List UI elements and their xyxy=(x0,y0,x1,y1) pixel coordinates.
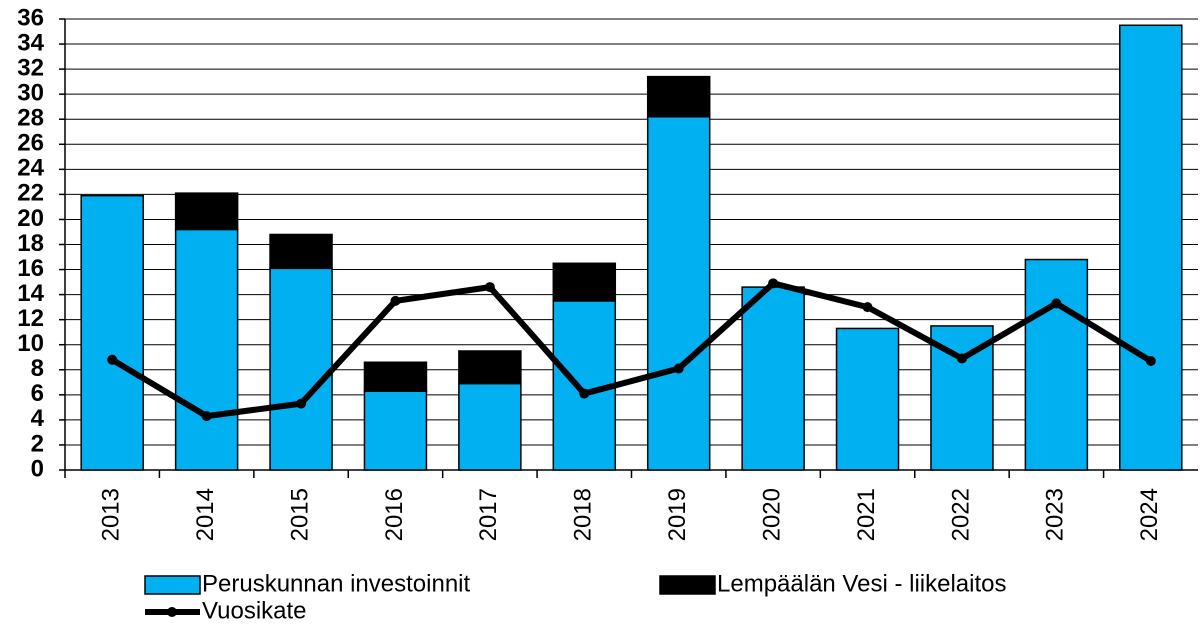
bar-segment xyxy=(1119,24,1183,471)
x-tick-label: 2023 xyxy=(1042,488,1069,541)
line-point xyxy=(862,302,873,313)
legend-label: Peruskunnan investoinnit xyxy=(202,570,471,597)
y-tick-label: 36 xyxy=(17,4,44,31)
y-tick-label: 16 xyxy=(17,255,44,282)
bar-segment xyxy=(363,361,428,392)
y-tick-label: 6 xyxy=(31,380,44,407)
y-tick-label: 24 xyxy=(17,155,44,182)
bar-segment xyxy=(1024,258,1089,471)
x-tick-label: 2021 xyxy=(853,488,880,541)
legend-swatch xyxy=(144,575,201,595)
x-tick-label: 2024 xyxy=(1136,488,1163,541)
bar-segment xyxy=(458,382,522,471)
line-point xyxy=(673,363,684,374)
line-point xyxy=(484,282,495,293)
x-tick-label: 2019 xyxy=(664,488,691,541)
y-tick-label: 4 xyxy=(31,405,45,432)
bar-segment xyxy=(646,115,711,471)
y-tick-label: 32 xyxy=(17,54,44,81)
x-tick-label: 2017 xyxy=(475,488,502,541)
line-point xyxy=(201,411,212,422)
y-tick-label: 22 xyxy=(17,180,44,207)
line-point xyxy=(296,398,307,409)
bar-segment xyxy=(363,390,428,471)
y-tick-label: 14 xyxy=(17,280,44,307)
legend-swatch xyxy=(659,575,716,595)
x-tick-label: 2014 xyxy=(192,488,219,541)
bar-segment xyxy=(174,228,239,471)
x-tick-label: 2018 xyxy=(570,488,597,541)
bar-segment xyxy=(552,262,617,302)
x-tick-label: 2015 xyxy=(286,488,313,541)
line-point xyxy=(579,388,590,399)
bar-segment xyxy=(269,267,333,471)
legend-swatch xyxy=(167,607,177,617)
line-point xyxy=(956,353,967,364)
bar-segment xyxy=(174,192,239,231)
bar-segment xyxy=(80,194,144,471)
legend-label: Lempäälän Vesi - liikelaitos xyxy=(717,570,1007,597)
y-tick-label: 30 xyxy=(17,80,44,107)
line-point xyxy=(390,295,401,306)
legend-label: Vuosikate xyxy=(202,597,307,624)
y-tick-label: 2 xyxy=(31,430,44,457)
x-tick-label: 2022 xyxy=(947,488,974,541)
x-tick-label: 2013 xyxy=(98,488,125,541)
y-tick-label: 12 xyxy=(17,305,44,332)
line xyxy=(110,280,1153,420)
bar-segment xyxy=(835,327,900,471)
y-tick-label: 26 xyxy=(17,130,44,157)
bar-segment xyxy=(458,350,522,385)
bar-segment xyxy=(741,286,805,471)
y-tick-label: 20 xyxy=(17,205,44,232)
line-point xyxy=(107,354,118,365)
line-point xyxy=(1051,298,1062,309)
bar-segment xyxy=(646,75,711,118)
y-tick-label: 0 xyxy=(31,455,44,482)
x-tick-label: 2016 xyxy=(381,488,408,541)
x-tick-label: 2020 xyxy=(758,488,785,541)
y-tick-label: 18 xyxy=(17,230,44,257)
line-point xyxy=(768,278,779,289)
y-tick-label: 28 xyxy=(17,105,44,132)
y-tick-label: 8 xyxy=(31,355,44,382)
bar-segment xyxy=(269,233,333,270)
y-tick-label: 10 xyxy=(17,330,44,357)
line-point xyxy=(1145,356,1156,367)
y-tick-label: 34 xyxy=(17,29,44,56)
